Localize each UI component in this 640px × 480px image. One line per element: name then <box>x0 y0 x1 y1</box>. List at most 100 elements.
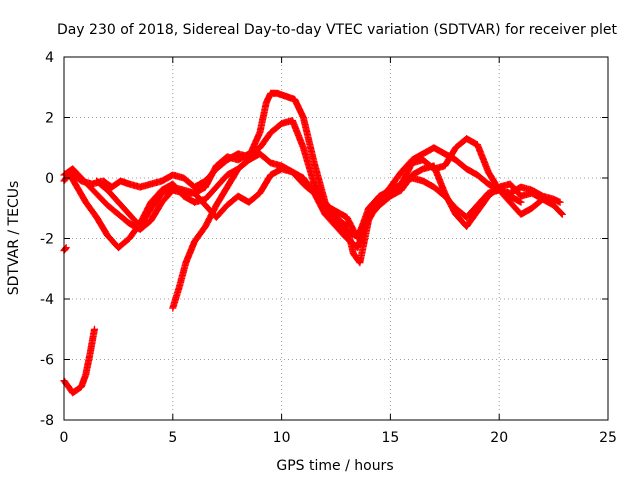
y-tick-label: 0 <box>45 171 54 187</box>
data-point <box>93 328 96 331</box>
data-point <box>335 216 337 219</box>
data-point <box>356 237 359 240</box>
data-point <box>293 98 296 101</box>
data-point <box>161 201 163 204</box>
data-point <box>258 152 261 155</box>
data-point <box>352 252 355 255</box>
data-point <box>171 174 174 176</box>
data-point <box>150 201 152 204</box>
x-tick-label: 0 <box>60 430 69 446</box>
data-point <box>226 174 229 176</box>
data-point <box>80 177 83 179</box>
data-point <box>269 161 272 164</box>
data-point <box>248 201 250 204</box>
data-point <box>204 204 207 207</box>
data-point <box>106 234 109 237</box>
data-point <box>411 161 414 164</box>
chart-title: Day 230 of 2018, Sidereal Day-to-day VTE… <box>57 22 618 38</box>
data-point <box>84 201 87 204</box>
data-point <box>345 231 348 234</box>
data-point <box>117 246 120 249</box>
x-axis-label: GPS time / hours <box>276 458 393 474</box>
data-point <box>106 204 109 207</box>
y-tick-label: 2 <box>45 111 54 127</box>
data-point <box>161 192 163 195</box>
data-point <box>520 186 522 188</box>
y-tick-label: 4 <box>45 50 54 66</box>
data-point <box>269 174 272 176</box>
data-point <box>400 189 403 192</box>
data-point <box>280 122 283 125</box>
data-point <box>285 95 287 98</box>
data-point <box>248 158 250 161</box>
data-point <box>367 207 370 210</box>
data-point <box>443 195 446 198</box>
data-point <box>97 195 100 198</box>
data-point <box>248 152 250 155</box>
data-point <box>465 168 468 170</box>
data-point <box>509 195 511 198</box>
data-point <box>71 391 74 394</box>
y-tick-label: -2 <box>40 232 54 248</box>
data-point <box>552 198 555 201</box>
x-tick-label: 15 <box>381 430 399 446</box>
plot-area <box>60 89 566 397</box>
data-point <box>422 152 424 155</box>
data-point <box>345 237 348 240</box>
data-point <box>433 146 435 149</box>
data-point <box>313 192 316 195</box>
data-point <box>378 204 381 207</box>
data-point <box>150 207 152 210</box>
data-point <box>182 195 185 198</box>
data-point <box>117 213 120 216</box>
data-point <box>302 183 305 185</box>
data-point <box>89 352 92 355</box>
data-point <box>509 183 511 185</box>
data-point <box>193 192 196 195</box>
data-point <box>237 168 239 170</box>
data-point <box>215 204 218 207</box>
y-tick-label: -4 <box>40 292 54 308</box>
x-tick-label: 5 <box>168 430 177 446</box>
data-point <box>291 171 294 173</box>
data-point <box>465 137 468 140</box>
data-point <box>345 225 348 228</box>
data-point <box>487 171 490 173</box>
data-point <box>356 246 359 249</box>
data-point <box>139 225 142 228</box>
x-tick-label: 20 <box>490 430 508 446</box>
data-point <box>520 195 522 198</box>
data-point <box>193 186 196 188</box>
data-point <box>433 186 435 188</box>
data-point <box>359 261 361 264</box>
data-point <box>541 198 544 201</box>
data-point <box>215 186 218 188</box>
data-point <box>269 131 272 134</box>
data-point <box>128 222 131 225</box>
data-point <box>454 207 457 210</box>
data-point <box>454 213 457 216</box>
data-point <box>454 158 457 161</box>
data-point <box>487 183 490 185</box>
data-point <box>226 186 229 188</box>
data-point <box>106 189 109 192</box>
data-point <box>258 131 261 134</box>
data-point <box>215 216 218 219</box>
data-point <box>520 213 522 216</box>
data-point <box>335 210 337 213</box>
data-point <box>67 385 70 388</box>
x-tick-label: 25 <box>599 430 617 446</box>
data-point <box>498 189 501 192</box>
grid <box>64 57 608 420</box>
y-axis-label: SDTVAR / TECUs <box>6 181 22 296</box>
data-point <box>119 180 122 182</box>
data-point <box>226 155 229 158</box>
data-point <box>139 186 142 188</box>
data-point <box>237 158 239 161</box>
data-point <box>184 261 187 264</box>
data-point <box>520 201 522 204</box>
data-point <box>226 204 229 207</box>
data-point <box>400 183 403 185</box>
y-tick-label: -8 <box>40 413 54 429</box>
data-point <box>302 177 305 179</box>
